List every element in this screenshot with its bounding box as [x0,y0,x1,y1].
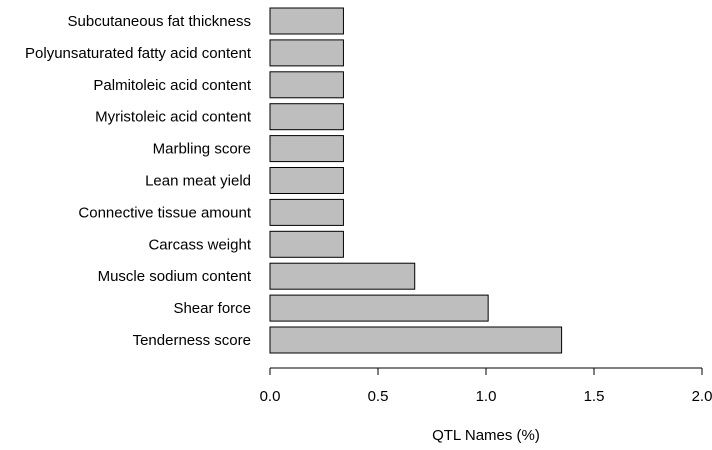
bar-5 [269,167,344,194]
bar-9 [269,294,489,322]
x-axis: 0.0 0.5 1.0 1.5 2.0 [260,367,712,405]
category-label-5: Lean meat yield [145,173,251,190]
category-label-2: Palmitoleic acid content [93,77,251,94]
bars-group [269,7,563,354]
bar-3 [269,103,344,131]
category-label-7: Carcass weight [148,236,251,253]
x-tick-label-4: 2.0 [692,388,712,405]
category-label-8: Muscle sodium content [98,268,252,285]
x-tick-label-3: 1.5 [584,388,605,405]
category-label-4: Marbling score [153,141,251,158]
bar-8 [269,262,416,290]
x-tick-label-1: 0.5 [368,388,389,405]
bar-0 [269,7,344,35]
category-label-1: Polyunsaturated fatty acid content [25,45,252,62]
category-label-0: Subcutaneous fat thickness [68,13,251,30]
bar-6 [269,198,344,226]
category-label-9: Shear force [173,300,251,317]
category-label-3: Myristoleic acid content [95,109,252,126]
bar-4 [269,135,344,163]
x-tick-label-2: 1.0 [476,388,497,405]
bar-1 [269,39,344,67]
x-tick-label-0: 0.0 [260,388,281,405]
category-label-10: Tenderness score [133,332,251,349]
category-label-6: Connective tissue amount [78,204,251,221]
x-axis-title: QTL Names (%) [432,427,540,444]
bar-2 [269,71,344,99]
bar-10 [269,326,563,354]
category-labels: Subcutaneous fat thickness Polyunsaturate… [25,13,252,349]
bar-7 [269,230,344,258]
